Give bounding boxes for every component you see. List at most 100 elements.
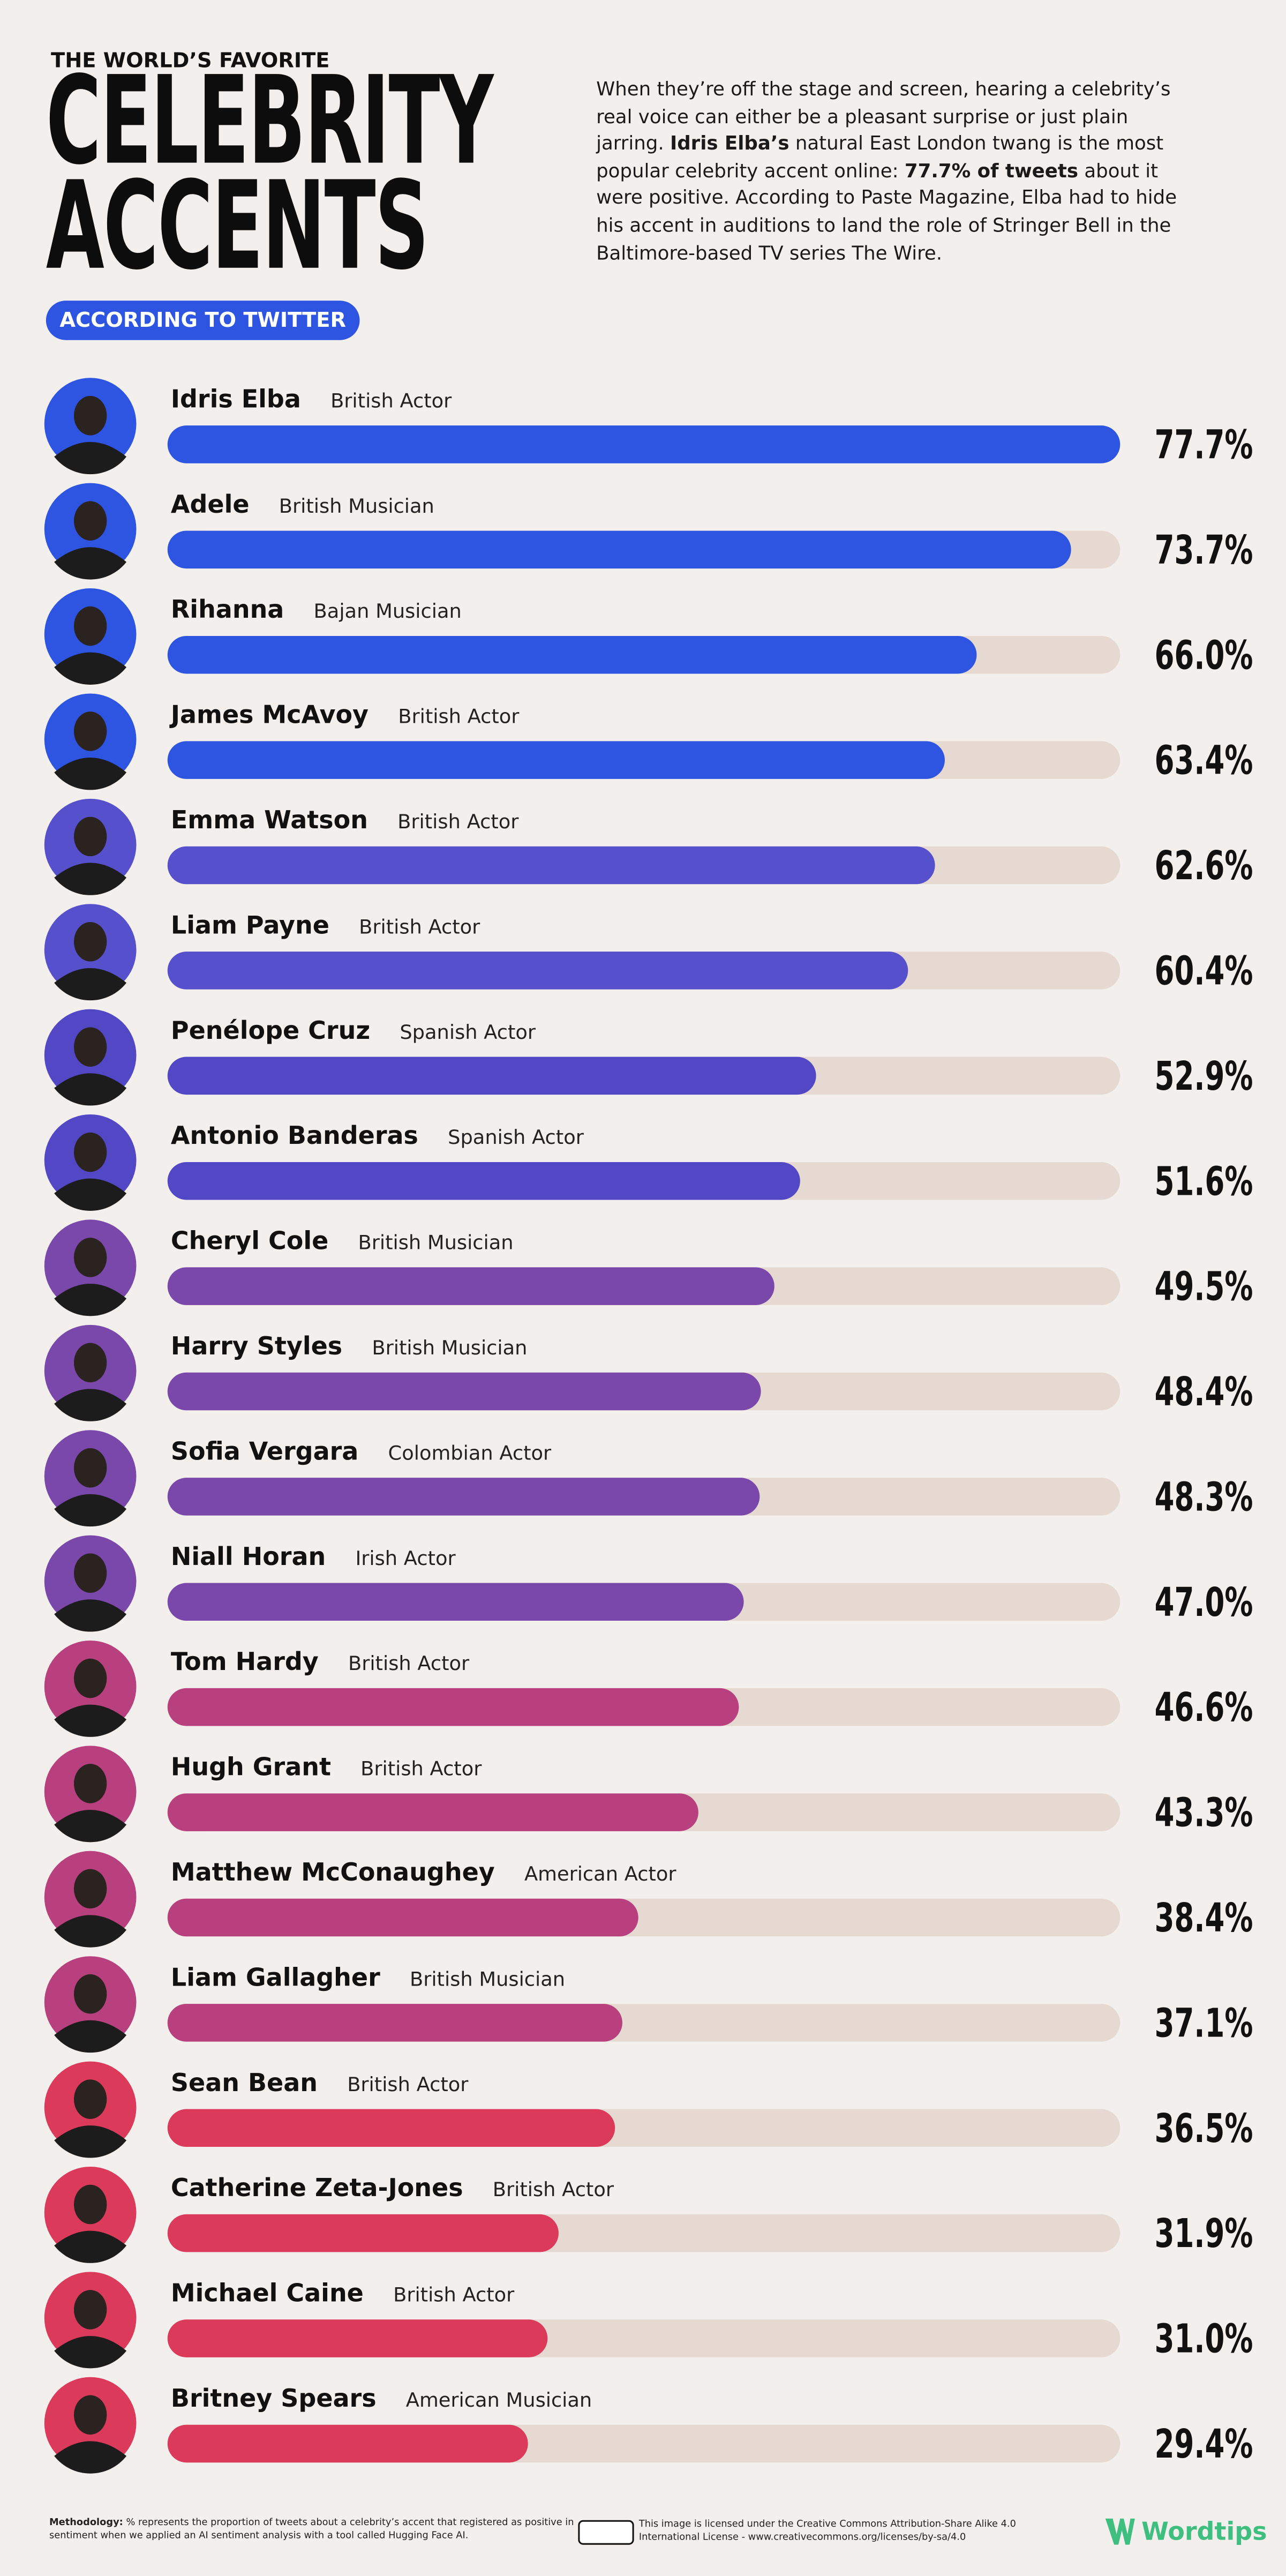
celebrity-role: American Musician	[406, 2388, 592, 2412]
celebrity-name: Tom Hardy	[171, 1647, 319, 1676]
photo-body	[54, 652, 127, 685]
photo-body	[54, 1809, 127, 1843]
bar	[167, 1267, 774, 1305]
photo-body	[54, 2230, 127, 2263]
celebrity-role: British Musician	[358, 1231, 513, 1254]
photo-head	[73, 1974, 107, 2014]
photo-head	[73, 1343, 107, 1383]
photo-body	[54, 2441, 127, 2474]
celebrity-name: James McAvoy	[169, 700, 368, 729]
cc-icon	[578, 2520, 634, 2545]
celebrity-name: Michael Caine	[171, 2279, 364, 2308]
celebrity-role: British Musician	[372, 1336, 527, 1359]
bar	[167, 952, 908, 990]
bar	[167, 741, 945, 779]
photo-head	[73, 1132, 107, 1172]
bar	[167, 846, 935, 885]
celebrity-name: Liam Gallagher	[171, 1963, 380, 1991]
photo-body	[54, 1494, 127, 1527]
value-label: 63.4%	[1155, 738, 1253, 784]
celebrity-name: Harry Styles	[171, 1331, 342, 1360]
celebrity-name: Penélope Cruz	[171, 1016, 370, 1045]
celebrity-role: British Actor	[393, 2283, 515, 2307]
description-bold: 77.7% of tweets	[904, 159, 1079, 182]
photo-head	[73, 2395, 107, 2435]
value-label: 66.0%	[1155, 633, 1253, 679]
value-label: 31.0%	[1155, 2316, 1253, 2362]
photo-body	[54, 2335, 127, 2369]
celebrity-role: Colombian Actor	[388, 1441, 552, 1464]
celebrity-role: British Actor	[359, 915, 480, 938]
value-label: 60.4%	[1155, 948, 1253, 994]
photo-head	[73, 2079, 107, 2119]
celebrity-name: Hugh Grant	[171, 1753, 331, 1781]
bar	[167, 1583, 744, 1621]
value-label: 48.4%	[1155, 1369, 1253, 1415]
photo-head	[73, 1658, 107, 1698]
value-label: 31.9%	[1155, 2211, 1253, 2257]
chart-title: CELEBRITY ACCENTS	[46, 51, 494, 298]
bar	[167, 2004, 622, 2042]
celebrity-name: Sean Bean	[171, 2068, 318, 2097]
bar	[167, 2424, 528, 2463]
photo-head	[73, 1448, 107, 1488]
photo-body	[54, 1073, 127, 1106]
celebrity-name: Liam Payne	[171, 910, 329, 939]
celebrity-role: Irish Actor	[355, 1547, 456, 1570]
photo-head	[73, 1764, 107, 1803]
value-label: 43.3%	[1155, 1790, 1253, 1836]
celebrity-name: Emma Watson	[171, 805, 368, 834]
celebrity-role: British Actor	[348, 1652, 470, 1675]
photo-body	[54, 968, 127, 1001]
celebrity-name: Rihanna	[171, 595, 284, 624]
bar	[167, 530, 1071, 569]
celebrity-role: British Actor	[493, 2178, 614, 2201]
bar	[167, 1057, 816, 1095]
celebrity-name: Adele	[171, 490, 250, 519]
description: When they’re off the stage and screen, h…	[596, 76, 1191, 266]
description-text: When they’re off the stage and screen, h…	[596, 77, 1171, 155]
photo-body	[54, 1915, 127, 1948]
description-text: natural East London twang is the most po…	[596, 131, 1164, 182]
celebrity-name: Matthew McConaughey	[171, 1858, 495, 1886]
celebrity-role: British Actor	[398, 705, 520, 728]
value-label: 62.6%	[1155, 843, 1253, 889]
value-label: 37.1%	[1155, 2001, 1253, 2047]
photo-head	[73, 395, 107, 436]
description-bold: Idris Elba’s	[670, 131, 789, 155]
value-label: 38.4%	[1155, 1895, 1253, 1941]
celebrity-name: Britney Spears	[171, 2384, 377, 2413]
photo-head	[73, 606, 107, 646]
bar	[167, 1478, 760, 1516]
bar	[167, 425, 1120, 463]
celebrity-role: Spanish Actor	[448, 1126, 584, 1149]
photo-body	[54, 1178, 127, 1211]
photo-body	[54, 2125, 127, 2158]
bar	[167, 1688, 739, 1726]
photo-body	[54, 441, 127, 475]
bar	[167, 1372, 761, 1411]
bar	[167, 1793, 698, 1831]
value-label: 77.7%	[1155, 422, 1253, 468]
bar	[167, 2214, 559, 2252]
celebrity-role: British Musician	[410, 1967, 565, 1990]
photo-head	[73, 501, 107, 541]
value-label: 73.7%	[1155, 527, 1253, 573]
celebrity-name: Catherine Zeta-Jones	[171, 2173, 463, 2202]
methodology: Methodology: % represents the proportion…	[49, 2517, 575, 2543]
photo-body	[54, 1284, 127, 1316]
celebrity-role: British Musician	[279, 495, 434, 518]
value-label: 48.3%	[1155, 1474, 1253, 1521]
photo-head	[73, 2184, 107, 2225]
celebrity-name: Niall Horan	[171, 1542, 326, 1571]
celebrity-role: British Actor	[347, 2073, 469, 2096]
photo-body	[54, 863, 127, 895]
photo-head	[73, 922, 107, 962]
photo-head	[73, 1238, 107, 1277]
value-label: 47.0%	[1155, 1579, 1253, 1626]
celebrity-role: Spanish Actor	[400, 1021, 536, 1044]
value-label: 46.6%	[1155, 1685, 1253, 1731]
photo-body	[54, 1389, 127, 1421]
photo-head	[73, 712, 107, 751]
bar	[167, 635, 977, 674]
